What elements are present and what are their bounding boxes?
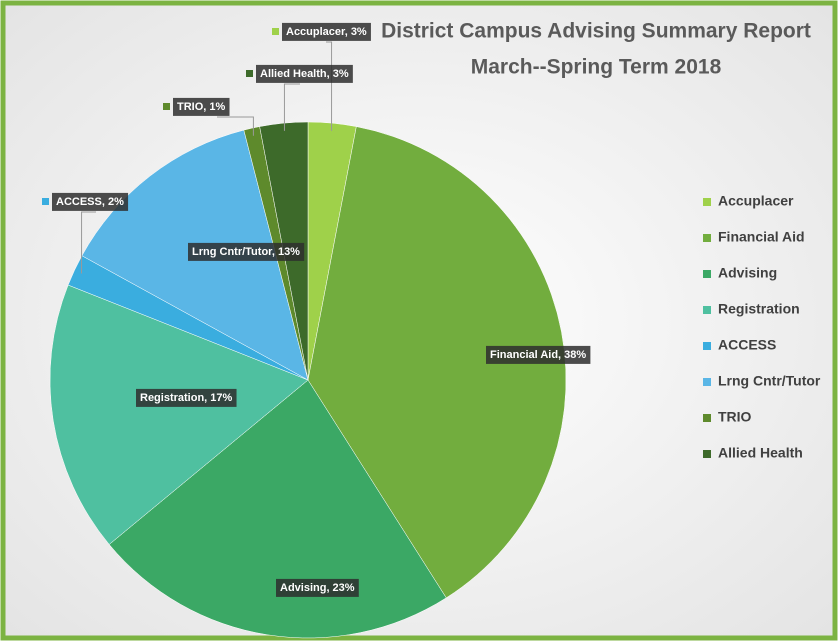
legend: Accuplacer Financial Aid Advising Registrat…: [703, 193, 821, 461]
data-label: Accuplacer, 3%: [286, 26, 367, 38]
legend-swatch: [703, 234, 711, 242]
data-label-key: [246, 70, 253, 77]
data-label-box: [486, 345, 591, 364]
legend-swatch: [703, 306, 711, 314]
data-label-box: [256, 64, 353, 83]
data-label: ACCESS, 2%: [56, 196, 124, 208]
leader-line: [326, 41, 333, 131]
data-label-box: [188, 242, 305, 261]
data-label: TRIO, 1%: [177, 101, 226, 113]
legend-label: ACCESS: [718, 337, 776, 353]
legend-swatch: [703, 378, 711, 386]
pie: [49, 121, 567, 639]
data-label: Advising, 23%: [280, 582, 355, 594]
pie-slice: [307, 126, 567, 599]
data-label: Lrng Cntr/Tutor, 13%: [192, 246, 300, 258]
data-label: Financial Aid, 38%: [490, 349, 586, 361]
data-label: Registration, 17%: [140, 392, 233, 404]
chart-subtitle: March--Spring Term 2018: [471, 56, 722, 79]
legend-label: Allied Health: [718, 445, 803, 461]
legend-label: TRIO: [718, 409, 752, 425]
data-label-key: [163, 103, 170, 110]
legend-label: Advising: [718, 265, 777, 281]
leader-line: [81, 211, 96, 274]
data-label-key: [42, 198, 49, 205]
data-label: Allied Health, 3%: [260, 68, 349, 80]
legend-swatch: [703, 414, 711, 422]
pie-slice: [49, 284, 309, 545]
legend-swatch: [703, 342, 711, 350]
data-label-box: [282, 22, 371, 41]
legend-label: Accuplacer: [718, 193, 794, 209]
data-label-box: [173, 97, 230, 116]
pie-slice: [108, 379, 447, 639]
legend-swatch: [703, 450, 711, 458]
leader-line: [217, 116, 254, 136]
legend-swatch: [703, 198, 711, 206]
legend-label: Lrng Cntr/Tutor: [718, 373, 821, 389]
data-labels: Accuplacer, 3% Financial Aid, 38% Advising…: [42, 22, 591, 597]
legend-swatch: [703, 270, 711, 278]
data-label-key: [272, 28, 279, 35]
data-label-box: [136, 388, 237, 407]
legend-label: Registration: [718, 301, 800, 317]
leader-line: [283, 83, 300, 131]
legend-label: Financial Aid: [718, 229, 805, 245]
chart-title: District Campus Advising Summary Report: [381, 20, 811, 43]
data-label-box: [52, 192, 129, 211]
data-label-box: [276, 578, 359, 597]
